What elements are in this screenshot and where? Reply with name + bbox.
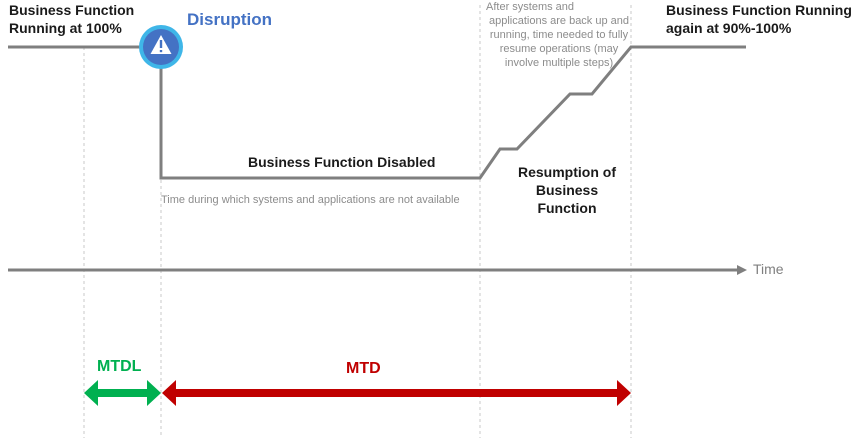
resume-note: After systems and applications are back … [484,0,634,70]
mtdl-arrow [84,380,161,406]
mtd-arrow [162,380,631,406]
disruption-label: Disruption [187,10,272,29]
resumption-label-line1: Resumption of [518,164,616,180]
mtd-label: MTD [346,360,381,377]
end-label: Business Function Running again at 90%-1… [666,1,852,37]
warning-triangle-icon [139,25,183,69]
unavailable-note: Time during which systems and applicatio… [161,194,460,206]
end-label-line1: Business Function Running [666,2,852,18]
resume-note-line5: involve multiple steps) [504,57,614,69]
end-label-line2: again at 90%-100% [666,20,792,36]
start-label-line2: Running at 100% [9,20,122,36]
mtdl-label: MTDL [97,358,142,375]
resume-note-line3: running, time needed to fully [489,29,629,41]
start-label-line1: Business Function [9,2,135,18]
time-axis-label: Time [753,261,784,277]
function-level-line [8,45,746,180]
time-arrow-icon [737,265,747,275]
resumption-label: Resumption of Business Function [505,163,629,217]
resume-note-line2: applications are back up and [488,15,630,27]
disabled-label: Business Function Disabled [248,154,436,170]
resume-note-line1: After systems and [486,1,575,13]
resumption-label-line2: Business Function [535,182,599,216]
resume-note-line4: resume operations (may [499,43,619,55]
start-label: Business Function Running at 100% [9,1,134,37]
